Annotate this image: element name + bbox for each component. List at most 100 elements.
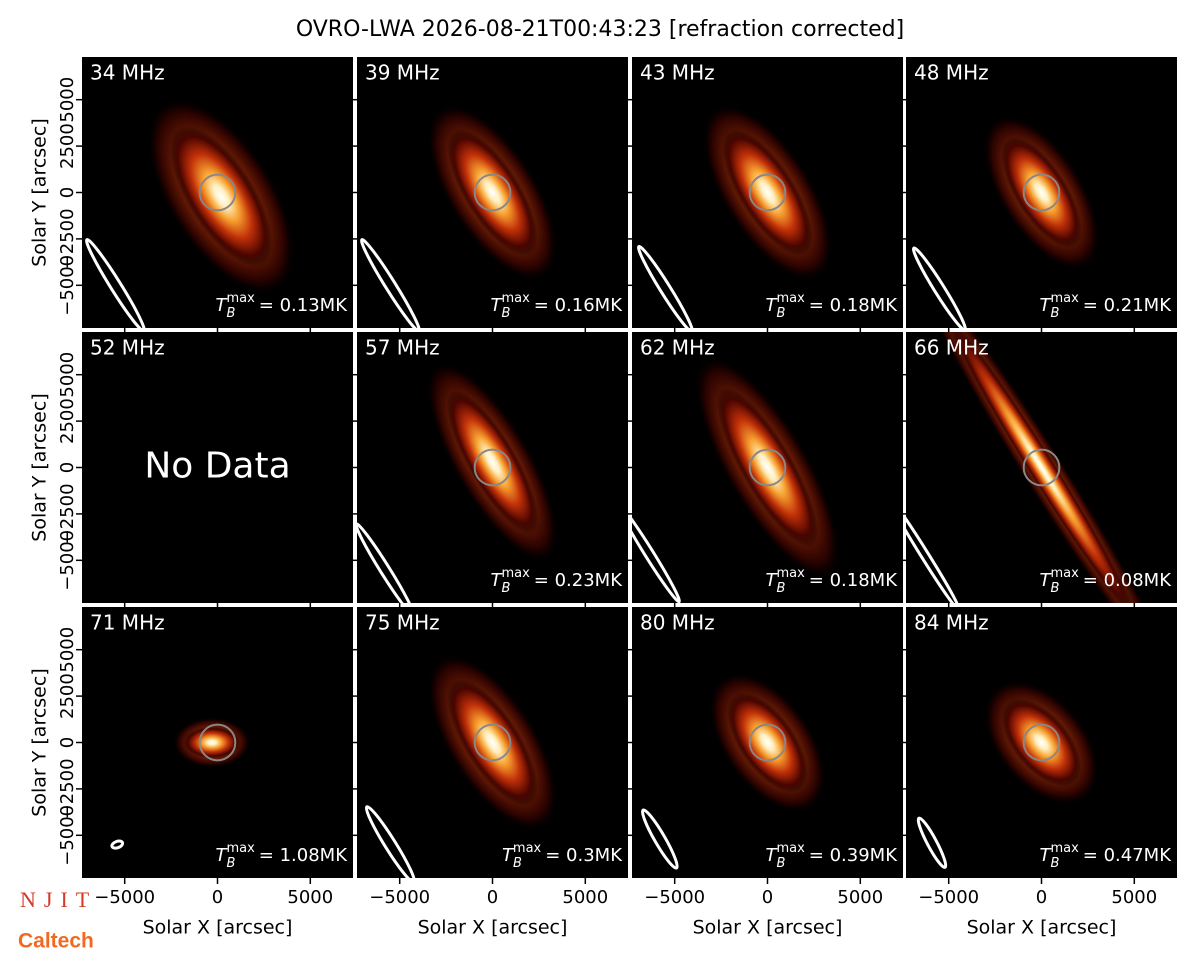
x-tick-label: −5000 <box>94 887 155 908</box>
panel: 57 MHz TBmax = 0.23MK <box>351 332 628 609</box>
beam <box>110 839 125 850</box>
tb-sup: max <box>776 566 805 581</box>
beam <box>357 522 416 603</box>
tb-value: = 0.3MK <box>545 845 623 866</box>
tb-max: TBmax = 0.13MK <box>216 291 349 321</box>
tb-symbol: T <box>491 295 504 316</box>
tb-value: = 0.21MK <box>1083 295 1172 316</box>
annotation: No Data <box>144 446 290 487</box>
panel-label: 52 MHz <box>90 336 165 360</box>
emission <box>446 390 539 534</box>
tb-value: = 0.47MK <box>1083 845 1172 866</box>
x-tick-label: 5000 <box>1111 887 1157 908</box>
tb-sub: B <box>502 581 511 596</box>
solar-disk <box>198 723 237 762</box>
beam <box>911 246 967 328</box>
panel-content <box>85 97 296 328</box>
x-axis-label: Solar X [arcsec] <box>693 917 843 939</box>
tb-symbol: T <box>216 845 229 866</box>
solar-disk <box>1022 173 1061 212</box>
panel-content <box>911 114 1101 328</box>
tb-sub: B <box>502 306 511 321</box>
tb-value: = 0.13MK <box>259 295 348 316</box>
panel: 66 MHz TBmax = 0.08MK <box>900 332 1177 609</box>
tb-value: = 0.16MK <box>534 295 623 316</box>
y-tick-label: 2500 <box>57 673 78 719</box>
x-tick-label: −5000 <box>369 887 430 908</box>
y-tick-label: 5000 <box>57 627 78 673</box>
solar-disk <box>1022 723 1061 762</box>
y-tick-label: 2500 <box>57 123 78 169</box>
tb-max: TBmax = 0.16MK <box>491 291 624 321</box>
panel-label: 48 MHz <box>914 61 989 85</box>
panel-label: 34 MHz <box>90 61 165 85</box>
emission <box>184 726 240 759</box>
solar-disk <box>748 448 787 487</box>
panel-background <box>82 332 353 603</box>
y-axis-label: Solar Y [arcsec] <box>29 393 51 541</box>
tb-symbol: T <box>502 845 515 866</box>
beam <box>85 238 146 328</box>
y-tick-label: −5000 <box>57 805 78 866</box>
y-tick-label: −5000 <box>57 255 78 316</box>
x-tick-label: 5000 <box>287 887 333 908</box>
tb-sub: B <box>513 856 522 871</box>
panel: −5000 0 5000 Solar X [arcsec] 75 MHz TBmax = 0… <box>351 607 628 939</box>
beam <box>641 808 679 870</box>
beam <box>632 502 681 603</box>
panel: 48 MHz TBmax = 0.21MK <box>900 57 1177 334</box>
x-axis-label: Solar X [arcsec] <box>967 917 1117 939</box>
tb-symbol: T <box>1040 295 1053 316</box>
emission <box>447 679 538 806</box>
panel-content <box>641 671 827 870</box>
x-axis-label: Solar X [arcsec] <box>418 917 568 939</box>
panel-content <box>357 361 559 603</box>
panel-content <box>110 717 251 850</box>
tb-symbol: T <box>766 845 779 866</box>
y-tick-label: −2500 <box>57 483 78 544</box>
y-axis-label: Solar Y [arcsec] <box>29 118 51 266</box>
x-tick-label: −5000 <box>644 887 705 908</box>
x-tick-label: 0 <box>212 887 223 908</box>
panel-label: 80 MHz <box>640 611 715 635</box>
panel-content <box>916 679 1100 869</box>
tb-value: = 0.18MK <box>809 570 898 591</box>
solar-disk <box>473 448 512 487</box>
tb-symbol: T <box>491 570 504 591</box>
tb-sup: max <box>776 841 805 856</box>
y-axis-label: Solar Y [arcsec] <box>29 668 51 816</box>
beam <box>364 805 416 878</box>
logo-caltech: Caltech <box>18 930 94 953</box>
tb-max: TBmax = 1.08MK <box>216 841 349 871</box>
beam <box>637 244 694 328</box>
tb-max: TBmax = 0.23MK <box>491 566 624 596</box>
tb-sup: max <box>501 291 530 306</box>
tb-sub: B <box>777 856 786 871</box>
panel-content <box>637 103 834 328</box>
panel-label: 84 MHz <box>914 611 989 635</box>
emission <box>1001 698 1082 787</box>
tb-value: = 0.18MK <box>809 295 898 316</box>
tb-sub: B <box>227 306 236 321</box>
y-tick-label: 0 <box>57 737 78 748</box>
x-tick-label: 0 <box>762 887 773 908</box>
tb-sup: max <box>1050 291 1079 306</box>
solar-disk <box>473 723 512 762</box>
tb-max: TBmax = 0.18MK <box>766 291 899 321</box>
x-tick-label: 0 <box>487 887 498 908</box>
tb-sup: max <box>513 841 542 856</box>
y-tick-label: 2500 <box>57 398 78 444</box>
panel-content <box>632 355 841 603</box>
tb-max: TBmax = 0.39MK <box>766 841 899 871</box>
tb-symbol: T <box>1040 570 1053 591</box>
tb-sup: max <box>226 291 255 306</box>
y-tick-label: −2500 <box>57 208 78 269</box>
panel-label: 66 MHz <box>914 336 989 360</box>
emission <box>947 332 1136 603</box>
panel: 62 MHz TBmax = 0.18MK <box>626 332 903 609</box>
logo-njit: NJIT <box>20 887 97 912</box>
panel-content <box>360 103 559 328</box>
panel-label: 39 MHz <box>365 61 440 85</box>
